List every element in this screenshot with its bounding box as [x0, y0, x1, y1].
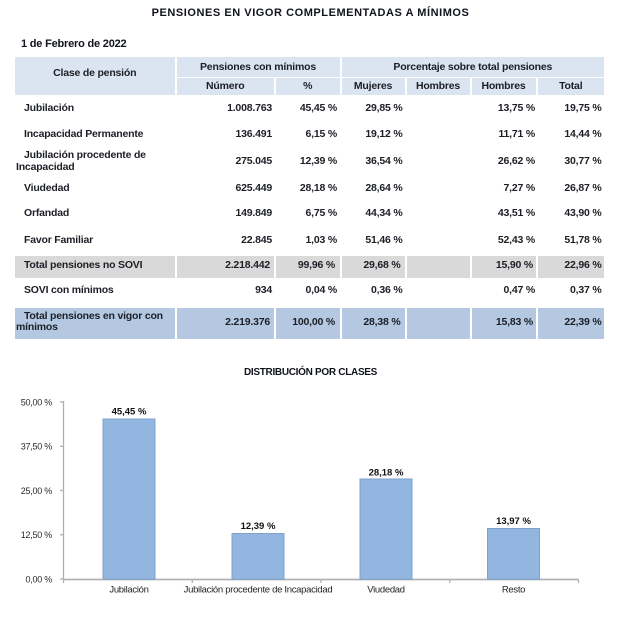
svg-text:12,50 %: 12,50 %: [21, 530, 53, 540]
svg-text:25,00 %: 25,00 %: [21, 486, 53, 496]
svg-text:Jubilación: Jubilación: [109, 585, 148, 596]
svg-text:45,45 %: 45,45 %: [112, 407, 147, 418]
svg-text:50,00 %: 50,00 %: [21, 398, 53, 408]
svg-text:Jubilación procedente de Incap: Jubilación procedente de Incapacidad: [184, 585, 333, 596]
svg-text:37,50 %: 37,50 %: [21, 442, 53, 452]
svg-text:0,00 %: 0,00 %: [25, 575, 52, 585]
svg-text:13,97 %: 13,97 %: [496, 516, 531, 527]
svg-text:Viudedad: Viudedad: [367, 585, 405, 596]
svg-text:28,18 %: 28,18 %: [369, 468, 404, 479]
svg-text:Resto: Resto: [502, 585, 525, 596]
svg-text:12,39 %: 12,39 %: [241, 521, 276, 532]
